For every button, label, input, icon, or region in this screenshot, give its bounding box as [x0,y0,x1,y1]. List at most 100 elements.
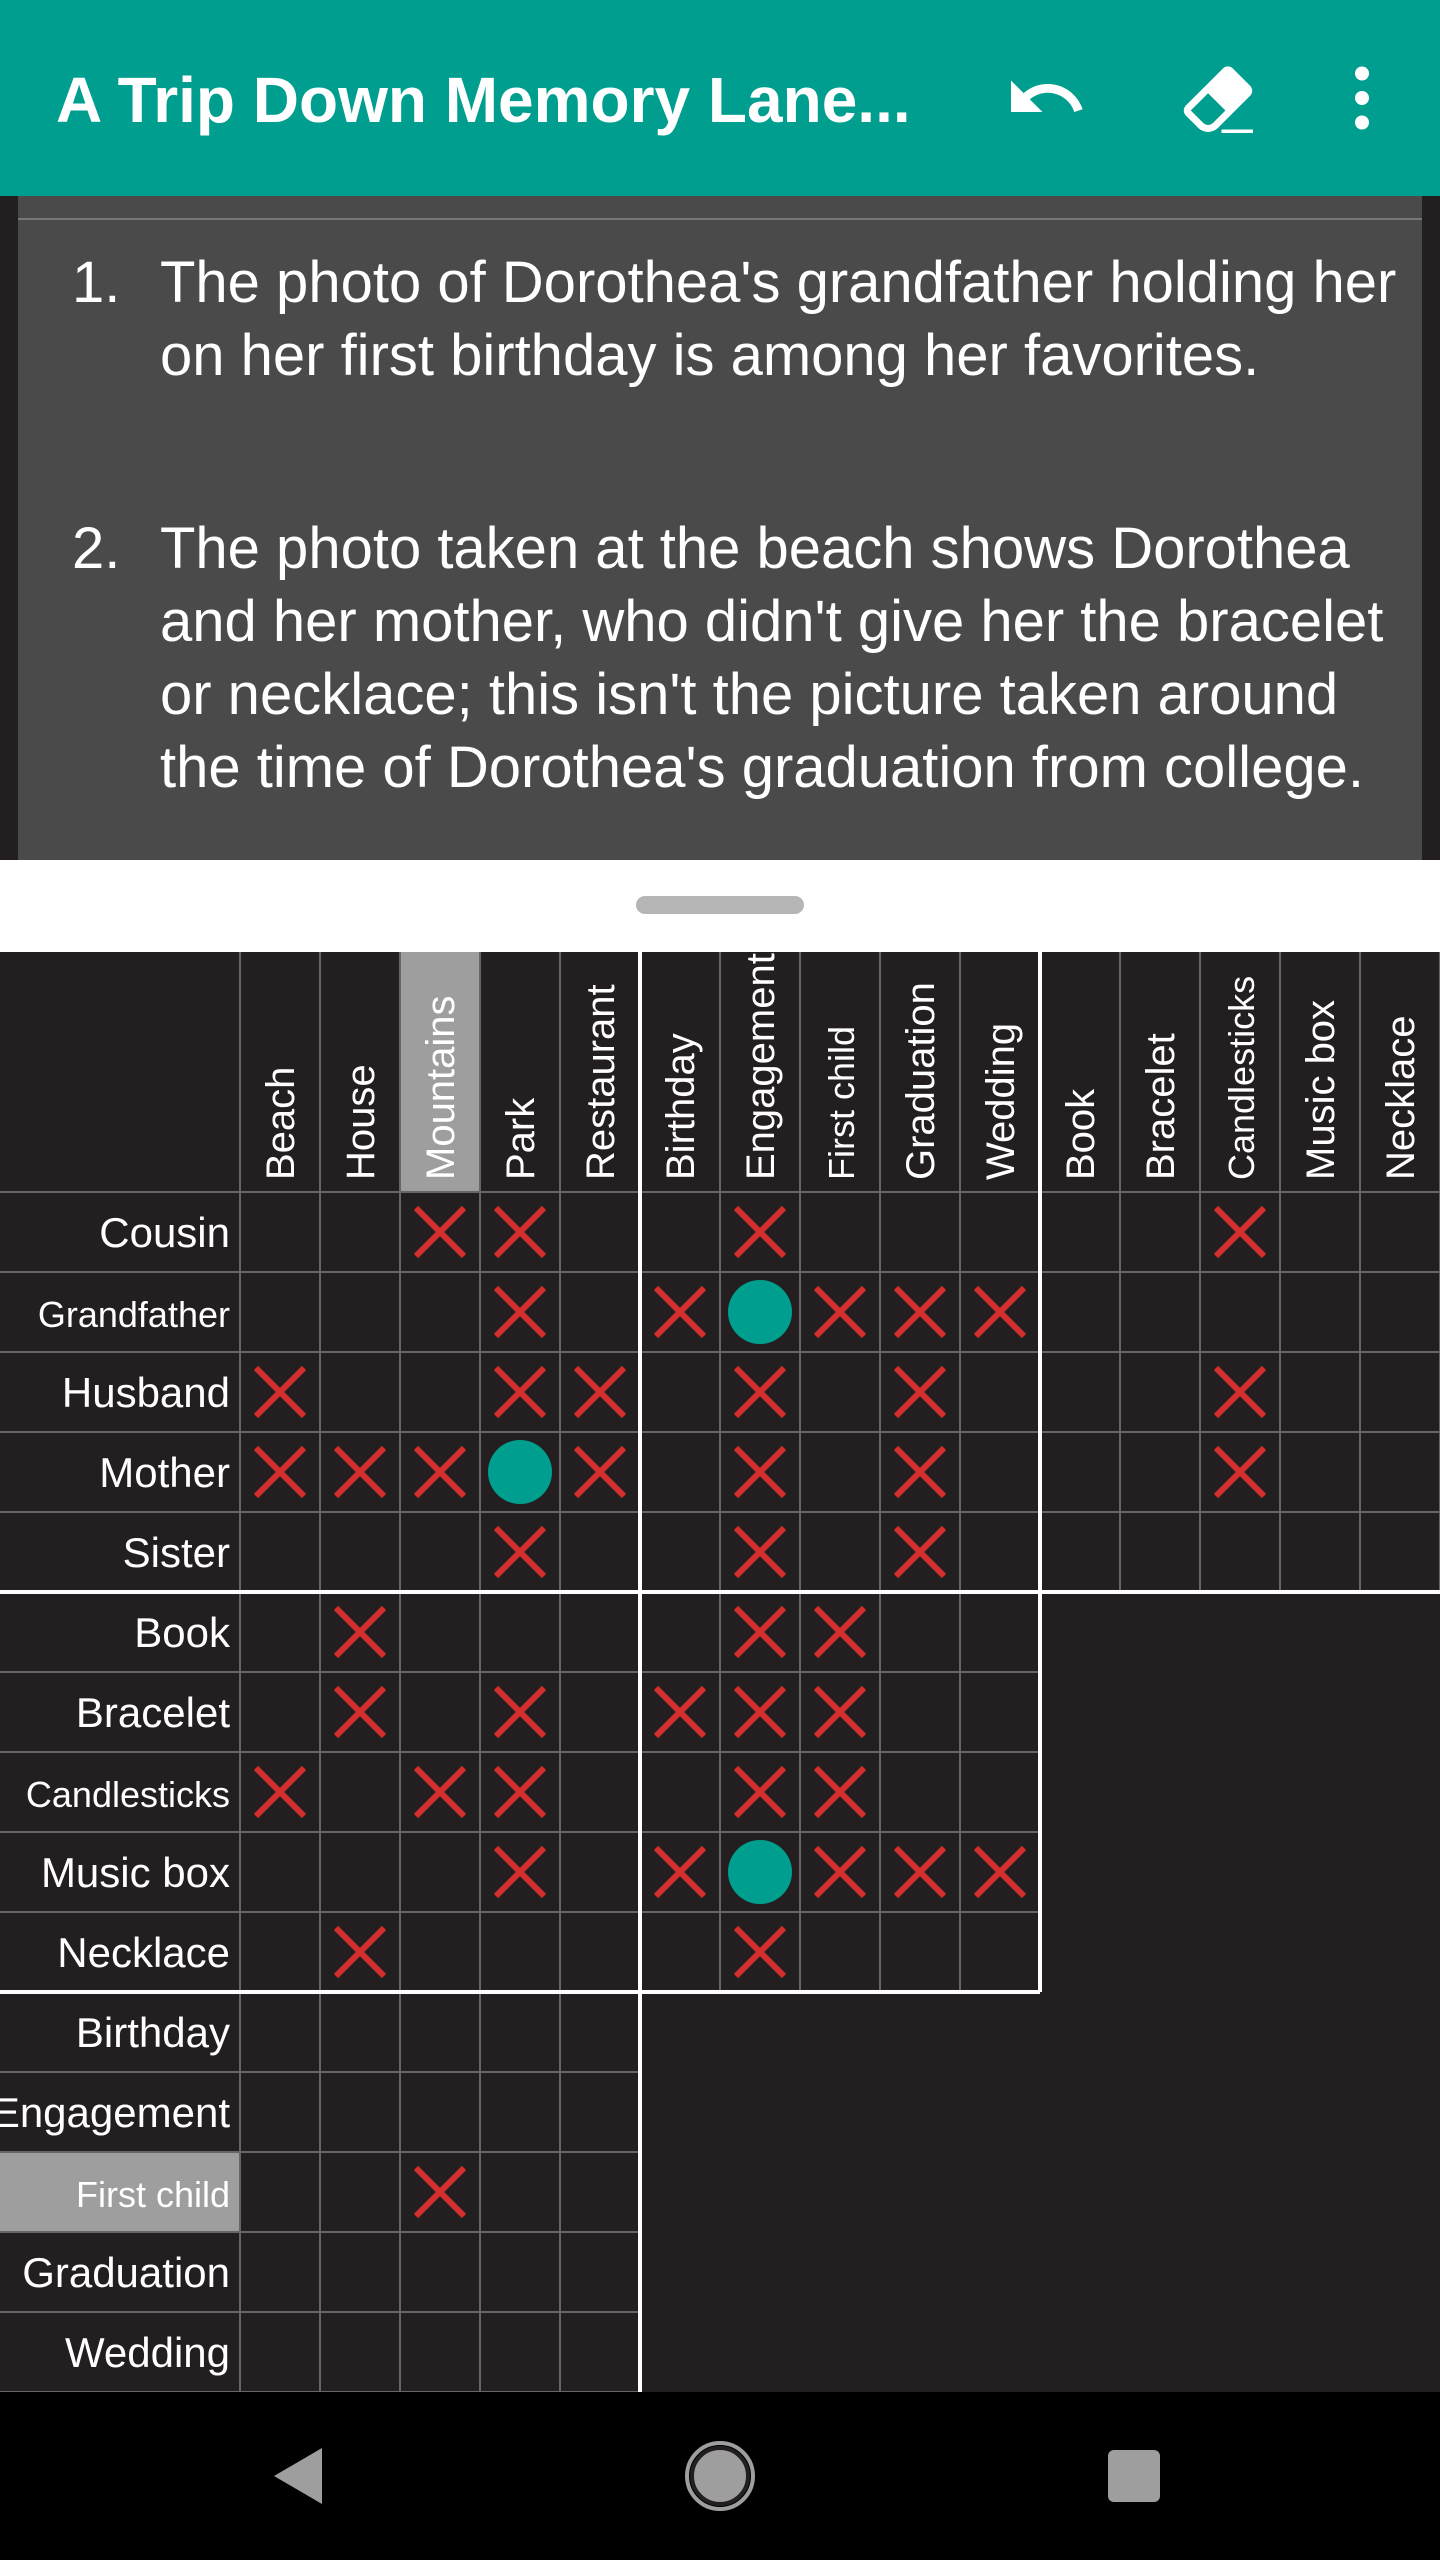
row-header[interactable]: Necklace [57,1929,230,1976]
row-header[interactable]: Mother [99,1449,230,1496]
cross-mark[interactable] [1213,1445,1267,1499]
cross-mark[interactable] [493,1765,547,1819]
back-button[interactable] [240,2416,360,2536]
cross-mark[interactable] [573,1365,627,1419]
row-header-highlight [0,2152,240,2232]
app-bar: A Trip Down Memory Lane... [0,0,1440,196]
column-header[interactable]: First child [821,1026,862,1180]
cross-mark[interactable] [733,1205,787,1259]
cross-mark[interactable] [893,1845,947,1899]
cross-mark[interactable] [653,1845,707,1899]
cross-mark[interactable] [333,1685,387,1739]
cross-mark[interactable] [493,1285,547,1339]
more-vert-icon [1355,66,1369,130]
puzzle-title: A Trip Down Memory Lane... [56,64,911,136]
cross-mark[interactable] [733,1605,787,1659]
column-header[interactable]: Bracelet [1139,1033,1183,1180]
cross-mark[interactable] [733,1685,787,1739]
cross-mark[interactable] [733,1445,787,1499]
cross-mark[interactable] [253,1765,307,1819]
cross-mark[interactable] [493,1365,547,1419]
bottom-sheet-handle-bar[interactable] [0,860,1440,952]
cross-mark[interactable] [1213,1365,1267,1419]
cross-mark[interactable] [413,2165,467,2219]
cross-mark[interactable] [493,1845,547,1899]
column-header-highlight [400,952,480,1192]
cross-mark[interactable] [493,1685,547,1739]
drag-handle[interactable] [636,896,804,914]
more-options-button[interactable] [1312,48,1412,148]
cross-mark[interactable] [733,1765,787,1819]
cross-mark[interactable] [493,1525,547,1579]
cross-mark[interactable] [973,1285,1027,1339]
cross-mark[interactable] [893,1365,947,1419]
row-header[interactable]: Cousin [99,1209,230,1256]
cross-mark[interactable] [413,1205,467,1259]
cross-mark[interactable] [1213,1205,1267,1259]
column-header[interactable]: Engagement [739,953,783,1180]
row-header[interactable]: Book [134,1609,231,1656]
cross-mark[interactable] [813,1845,867,1899]
cross-mark[interactable] [333,1925,387,1979]
column-header[interactable]: Necklace [1379,1015,1423,1180]
column-header[interactable]: Park [499,1097,543,1180]
row-header[interactable]: Engagement [0,2089,230,2136]
cross-mark[interactable] [253,1445,307,1499]
match-dot[interactable] [728,1840,792,1904]
clue-number: 2. [72,516,121,581]
cross-mark[interactable] [493,1205,547,1259]
undo-button[interactable] [996,48,1096,148]
eraser-button[interactable] [1168,48,1268,148]
cross-mark[interactable] [973,1845,1027,1899]
column-header[interactable]: Mountains [419,995,463,1180]
column-header[interactable]: Beach [259,1067,303,1180]
row-header[interactable]: Husband [62,1369,230,1416]
clues-panel[interactable]: 1. The photo of Dorothea's grandfather h… [18,196,1422,860]
logic-grid[interactable]: Beach House Mountains Park Restaurant Birthda… [0,952,1440,2392]
row-header[interactable]: Birthday [76,2009,230,2056]
column-header[interactable]: Music box [1299,1000,1343,1180]
cross-mark[interactable] [653,1685,707,1739]
row-header[interactable]: Candlesticks [26,1774,230,1815]
row-header[interactable]: Grandfather [38,1294,230,1335]
match-dot[interactable] [728,1280,792,1344]
cross-mark[interactable] [893,1525,947,1579]
cross-mark[interactable] [813,1685,867,1739]
cross-mark[interactable] [253,1365,307,1419]
row-header[interactable]: Sister [123,1529,230,1576]
cross-mark[interactable] [893,1285,947,1339]
row-header[interactable]: Music box [41,1849,230,1896]
row-header[interactable]: First child [76,2174,230,2215]
row-header[interactable]: Graduation [22,2249,230,2296]
cross-mark[interactable] [573,1445,627,1499]
undo-icon [1011,80,1083,112]
cross-mark[interactable] [893,1445,947,1499]
cross-mark[interactable] [813,1605,867,1659]
cross-mark[interactable] [413,1765,467,1819]
column-header[interactable]: Restaurant [579,984,623,1180]
cross-mark[interactable] [733,1525,787,1579]
cross-mark[interactable] [733,1365,787,1419]
column-header[interactable]: Wedding [979,1023,1023,1180]
cross-mark[interactable] [653,1285,707,1339]
clue-text: The photo taken at the beach shows Dorot… [160,516,1384,800]
home-button[interactable] [660,2416,780,2536]
cross-mark[interactable] [733,1925,787,1979]
row-header[interactable]: Bracelet [76,1689,230,1736]
recents-icon [1108,2450,1160,2502]
cross-mark[interactable] [413,1445,467,1499]
column-header[interactable]: Candlesticks [1221,976,1262,1180]
back-icon [274,2448,322,2504]
cross-mark[interactable] [333,1605,387,1659]
column-header[interactable]: Book [1059,1088,1103,1180]
cross-mark[interactable] [813,1765,867,1819]
cross-mark[interactable] [813,1285,867,1339]
home-icon [685,2441,755,2511]
column-header[interactable]: Birthday [659,1033,703,1180]
row-header[interactable]: Wedding [65,2329,230,2376]
recents-button[interactable] [1074,2416,1194,2536]
column-header[interactable]: House [339,1064,383,1180]
match-dot[interactable] [488,1440,552,1504]
cross-mark[interactable] [333,1445,387,1499]
column-header[interactable]: Graduation [899,982,943,1180]
